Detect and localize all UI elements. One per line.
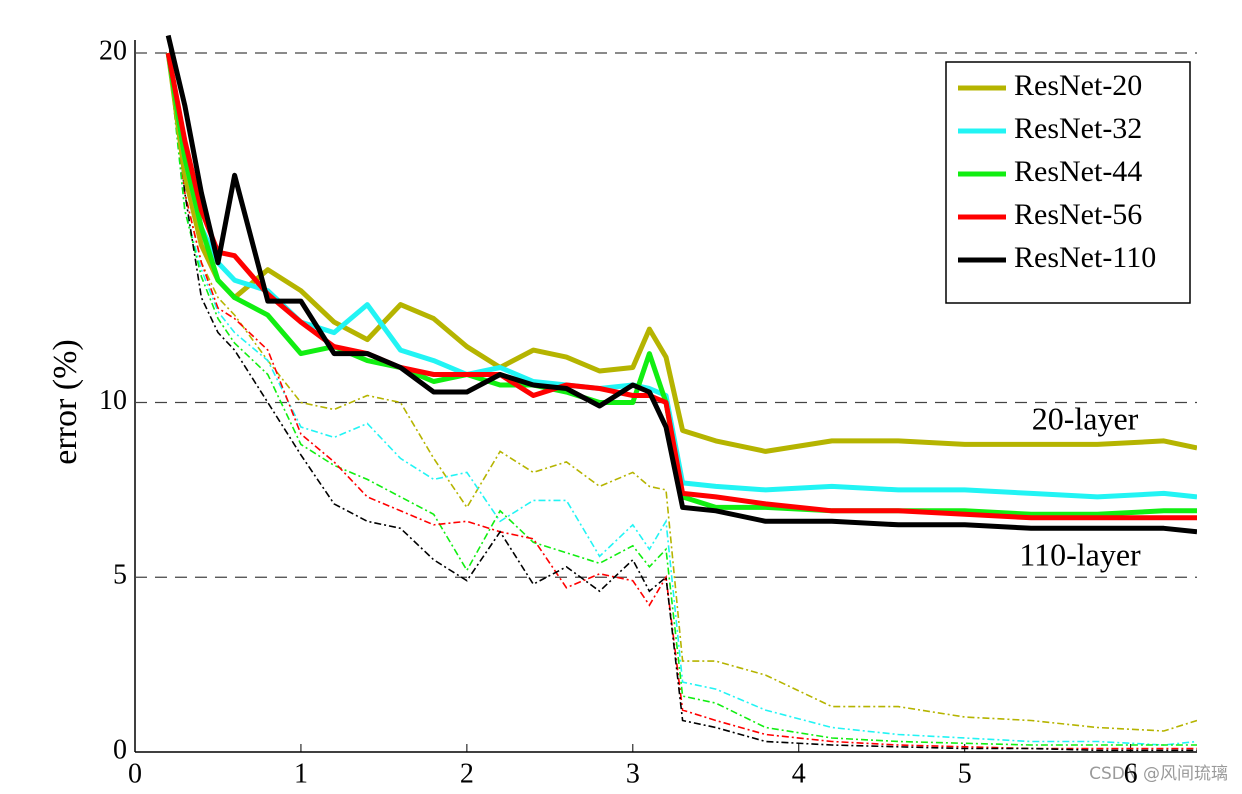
train-line [167, 52, 1197, 746]
y-tick-label: 5 [113, 560, 127, 591]
legend-label: ResNet-32 [1014, 112, 1142, 145]
x-tick-label: 2 [460, 758, 474, 789]
x-tick-label: 3 [626, 758, 640, 789]
x-tick-label: 0 [128, 758, 142, 789]
annotation: 110-layer [1019, 536, 1141, 572]
x-tick-label: 1 [294, 758, 308, 789]
y-tick-label: 10 [99, 385, 127, 416]
legend-label: ResNet-44 [1014, 155, 1142, 188]
x-tick-label: 5 [958, 758, 972, 789]
x-tick-label: 6 [1124, 758, 1138, 789]
legend-label: ResNet-20 [1014, 69, 1142, 102]
train-line [167, 52, 1197, 750]
annotation: 20-layer [1032, 400, 1139, 436]
legend-box [945, 61, 1191, 304]
test-line [165, 52, 1197, 521]
legend-label: ResNet-110 [1014, 241, 1156, 274]
legend-label: ResNet-56 [1014, 198, 1142, 231]
y-tick-label: 20 [99, 35, 127, 66]
y-axis-label: error (%) [47, 339, 84, 465]
train-line [167, 52, 1197, 732]
plot-area [165, 34, 1197, 752]
train-line [167, 52, 1197, 746]
watermark: CSDN @风间琉璃 [1089, 764, 1228, 784]
x-tick-label: 4 [792, 758, 806, 789]
y-tick-label: 0 [113, 734, 127, 765]
train-line [167, 35, 1197, 752]
test-line [165, 34, 1197, 535]
